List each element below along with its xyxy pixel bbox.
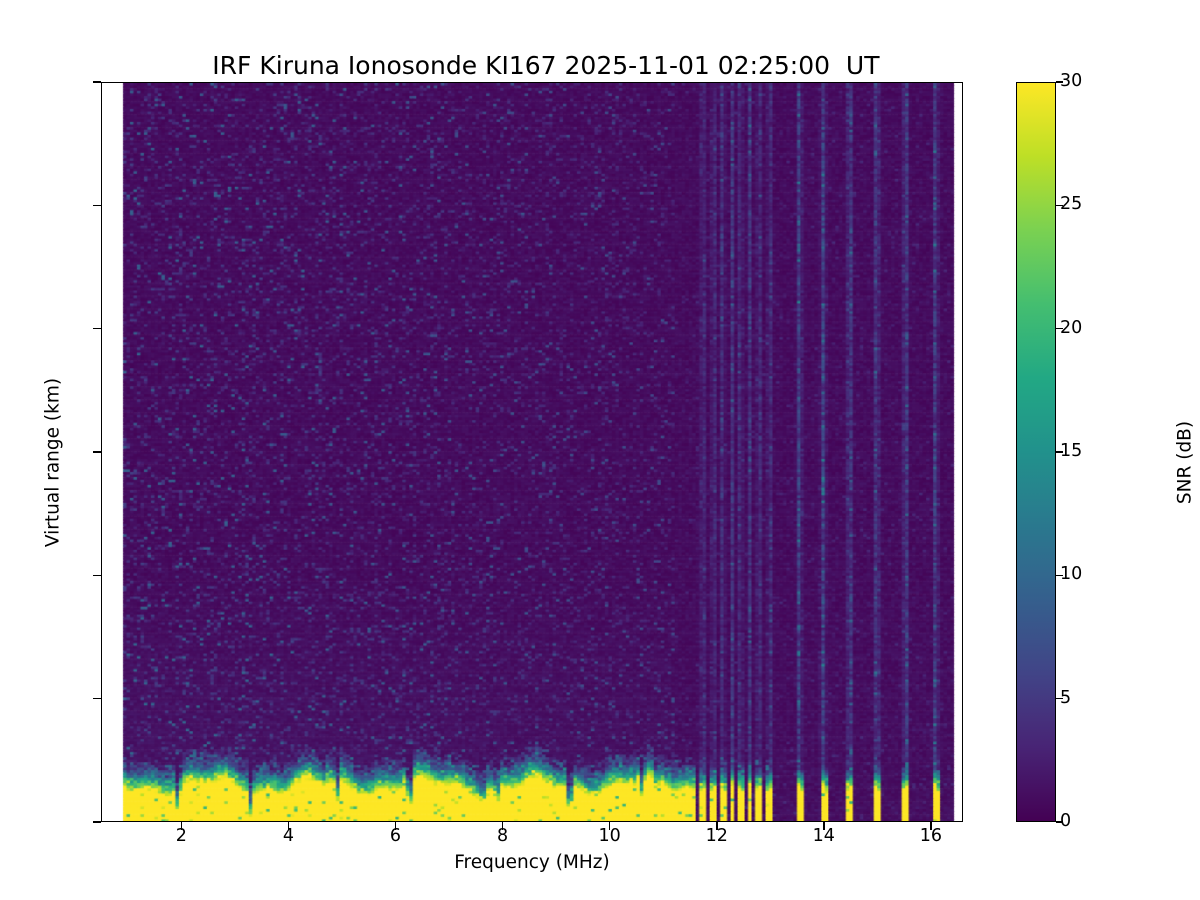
y-tick-mark: [93, 204, 101, 207]
plot-area: [101, 82, 963, 822]
x-tick-label: 12: [705, 826, 728, 846]
colorbar-tick-label: 30: [1060, 71, 1083, 91]
y-tick-mark: [93, 697, 101, 700]
colorbar-tick-mark: [1056, 451, 1063, 453]
x-tick-label: 16: [919, 826, 943, 846]
x-tick-label: 2: [175, 826, 187, 846]
colorbar-tick-mark: [1056, 574, 1063, 577]
title-line-1: IRF Kiruna Ionosonde KI167 2025-11-01 02…: [212, 51, 880, 80]
y-tick-mark: [93, 327, 101, 330]
x-tick-mark: [287, 822, 290, 830]
x-tick-mark: [608, 822, 611, 830]
colorbar-tick-label: 25: [1060, 194, 1083, 215]
colorbar-tick-mark: [1056, 697, 1063, 700]
x-tick-label: 14: [812, 826, 835, 846]
colorbar-gradient: [1017, 83, 1055, 821]
x-tick-label: 4: [282, 826, 294, 846]
ionogram-heatmap: [102, 83, 962, 821]
colorbar-tick-mark: [1056, 327, 1063, 330]
x-tick-mark: [394, 822, 397, 830]
colorbar-tick-mark: [1056, 821, 1063, 823]
colorbar-label: SNR (dB): [1174, 420, 1196, 505]
colorbar: [1016, 82, 1056, 822]
y-tick-mark: [93, 451, 101, 453]
colorbar-tick-label: 10: [1060, 564, 1083, 585]
x-tick-mark: [501, 822, 504, 830]
y-tick-mark: [93, 821, 101, 823]
x-tick-mark: [822, 822, 825, 830]
colorbar-tick-mark: [1056, 81, 1063, 83]
y-tick-mark: [93, 574, 101, 577]
colorbar-tick-label: 5: [1060, 687, 1072, 708]
colorbar-tick-label: 0: [1060, 811, 1072, 831]
colorbar-tick-mark: [1056, 204, 1063, 207]
x-tick-label: 6: [389, 826, 402, 846]
x-tick-mark: [715, 822, 718, 830]
x-tick-label: 10: [598, 826, 621, 846]
x-tick-label: 8: [496, 826, 509, 846]
x-axis-label: Frequency (MHz): [454, 852, 610, 873]
x-tick-mark: [180, 822, 183, 830]
y-tick-mark: [93, 81, 101, 83]
colorbar-tick-label: 20: [1060, 317, 1083, 338]
x-tick-mark: [930, 822, 932, 830]
y-axis-label: Virtual range (km): [42, 377, 64, 548]
colorbar-tick-label: 15: [1060, 441, 1083, 461]
